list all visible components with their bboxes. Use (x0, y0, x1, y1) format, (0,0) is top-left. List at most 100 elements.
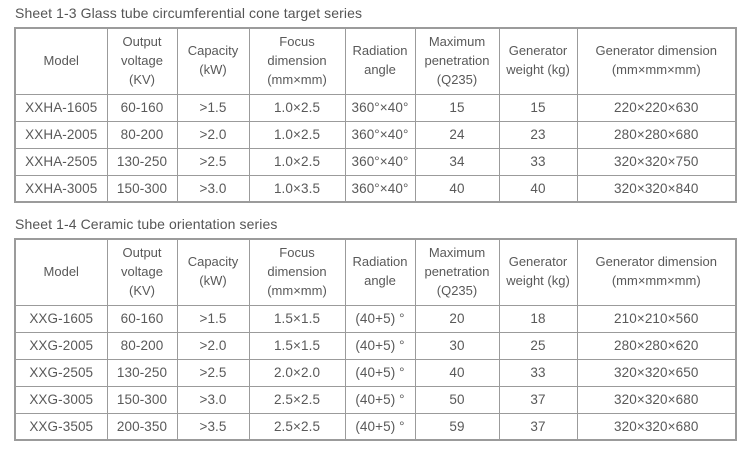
table-row: XXG-3505 200-350 >3.5 2.5×2.5 (40+5) ° 59 37 32… (14, 412, 737, 441)
column-header: Capacity (kW) (176, 27, 250, 95)
table-cell: 150-300 (106, 385, 178, 414)
table-row: XXG-2005 80-200 >2.0 1.5×1.5 (40+5) ° 30 25 280… (14, 331, 737, 360)
column-header: Maximum penetration (Q235) (414, 27, 500, 95)
table-cell: 40 (414, 174, 500, 203)
table-cell: 24 (414, 120, 500, 149)
table-cell: 20 (414, 304, 500, 333)
table-cell: 59 (414, 412, 500, 441)
table-cell: 37 (498, 385, 578, 414)
table-cell: >2.0 (176, 331, 250, 360)
ceramic-tube-spec-table: Model Output voltage (KV) Capacity (kW) Foc… (14, 238, 737, 441)
column-header: Capacity (kW) (176, 238, 250, 306)
table-cell: XXG-2005 (14, 331, 108, 360)
table-row: XXG-1605 60-160 >1.5 1.5×1.5 (40+5) ° 20 18 210… (14, 304, 737, 333)
table-cell: 360°×40° (344, 120, 416, 149)
table-row: XXHA-2005 80-200 >2.0 1.0×2.5 360°×40° 24 23 28… (14, 120, 737, 149)
table-cell: XXHA-1605 (14, 93, 108, 122)
table-cell: 1.5×1.5 (248, 331, 346, 360)
table-cell: (40+5) ° (344, 412, 416, 441)
column-header: Generator weight (kg) (498, 238, 578, 306)
table-cell: 2.5×2.5 (248, 412, 346, 441)
table-row: XXG-2505 130-250 >2.5 2.0×2.0 (40+5) ° 40 33 32… (14, 358, 737, 387)
table-cell: 50 (414, 385, 500, 414)
column-header: Maximum penetration (Q235) (414, 238, 500, 306)
sheet-1-3-title: Sheet 1-3 Glass tube circumferential con… (15, 5, 363, 21)
table-cell: XXHA-2505 (14, 147, 108, 176)
table-cell: 1.0×2.5 (248, 147, 346, 176)
table-cell: (40+5) ° (344, 331, 416, 360)
table-cell: 360°×40° (344, 147, 416, 176)
column-header: Output voltage (KV) (106, 27, 178, 95)
sheet-1-4-section: Sheet 1-4 Ceramic tube orientation serie… (14, 216, 737, 441)
table-cell: (40+5) ° (344, 385, 416, 414)
table-cell: 80-200 (106, 331, 178, 360)
table-cell: 320×320×650 (576, 358, 737, 387)
table-cell: >3.0 (176, 385, 250, 414)
table-cell: 37 (498, 412, 578, 441)
table-row: XXHA-1605 60-160 >1.5 1.0×2.5 360°×40° 15 15 22… (14, 93, 737, 122)
page: Sheet 1-3 Glass tube circumferential con… (14, 5, 737, 441)
table-cell: XXG-2505 (14, 358, 108, 387)
table-cell: 25 (498, 331, 578, 360)
table-cell: 80-200 (106, 120, 178, 149)
table-cell: 220×220×630 (576, 93, 737, 122)
table-cell: >1.5 (176, 93, 250, 122)
table-cell: 320×320×750 (576, 147, 737, 176)
table-cell: 40 (414, 358, 500, 387)
column-header: Generator dimension (mm×mm×mm) (576, 27, 737, 95)
table-cell: 320×320×840 (576, 174, 737, 203)
table-cell: 1.0×3.5 (248, 174, 346, 203)
sheet-1-4-title: Sheet 1-4 Ceramic tube orientation serie… (15, 216, 278, 232)
column-header: Model (14, 27, 108, 95)
table-cell: 15 (498, 93, 578, 122)
table-row: XXG-3005 150-300 >3.0 2.5×2.5 (40+5) ° 50 37 32… (14, 385, 737, 414)
table-cell: 18 (498, 304, 578, 333)
table-cell: >2.0 (176, 120, 250, 149)
table-cell: XXHA-2005 (14, 120, 108, 149)
table-cell: 130-250 (106, 147, 178, 176)
table-cell: 2.0×2.0 (248, 358, 346, 387)
table-cell: (40+5) ° (344, 358, 416, 387)
table-cell: 360°×40° (344, 174, 416, 203)
table-cell: 320×320×680 (576, 385, 737, 414)
table-cell: 1.5×1.5 (248, 304, 346, 333)
table-cell: >3.5 (176, 412, 250, 441)
table-cell: (40+5) ° (344, 304, 416, 333)
column-header: Focus dimension (mm×mm) (248, 238, 346, 306)
table-cell: 1.0×2.5 (248, 93, 346, 122)
table-cell: 60-160 (106, 93, 178, 122)
column-header: Generator dimension (mm×mm×mm) (576, 238, 737, 306)
table-cell: XXG-3505 (14, 412, 108, 441)
table-cell: 15 (414, 93, 500, 122)
table-cell: 150-300 (106, 174, 178, 203)
table-row: XXHA-2505 130-250 >2.5 1.0×2.5 360°×40° 34 33 3… (14, 147, 737, 176)
table-cell: 34 (414, 147, 500, 176)
column-header: Output voltage (KV) (106, 238, 178, 306)
table-cell: 200-350 (106, 412, 178, 441)
glass-tube-spec-table: Model Output voltage (KV) Capacity (kW) Foc… (14, 27, 737, 203)
table-cell: 33 (498, 147, 578, 176)
sheet-1-3-section: Sheet 1-3 Glass tube circumferential con… (14, 5, 737, 203)
table-cell: 2.5×2.5 (248, 385, 346, 414)
table-cell: 280×280×680 (576, 120, 737, 149)
table-cell: 30 (414, 331, 500, 360)
table-cell: XXHA-3005 (14, 174, 108, 203)
table-cell: >3.0 (176, 174, 250, 203)
table-cell: 280×280×620 (576, 331, 737, 360)
column-header: Generator weight (kg) (498, 27, 578, 95)
column-header: Radiation angle (344, 238, 416, 306)
table-cell: 60-160 (106, 304, 178, 333)
header-row: Model Output voltage (KV) Capacity (kW) Foc… (14, 238, 737, 306)
table-cell: 33 (498, 358, 578, 387)
column-header: Radiation angle (344, 27, 416, 95)
column-header: Model (14, 238, 108, 306)
table-cell: 130-250 (106, 358, 178, 387)
table-cell: XXG-3005 (14, 385, 108, 414)
table-cell: XXG-1605 (14, 304, 108, 333)
table-cell: >1.5 (176, 304, 250, 333)
table-cell: 320×320×680 (576, 412, 737, 441)
table-cell: >2.5 (176, 147, 250, 176)
table-row: XXHA-3005 150-300 >3.0 1.0×3.5 360°×40° 40 40 3… (14, 174, 737, 203)
table-cell: >2.5 (176, 358, 250, 387)
table-cell: 23 (498, 120, 578, 149)
